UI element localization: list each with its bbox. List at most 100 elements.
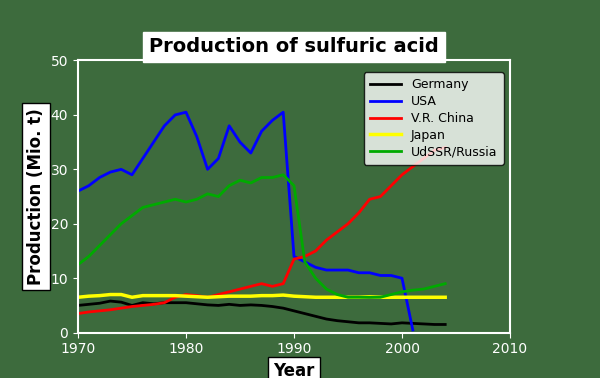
V.R. China	[442, 145, 449, 150]
UdSSR/Russia	[398, 290, 406, 294]
Line: Germany: Germany	[78, 301, 445, 324]
Japan	[118, 292, 125, 297]
Germany	[323, 317, 330, 321]
V.R. China	[161, 301, 168, 305]
Japan	[247, 294, 254, 299]
Japan	[420, 295, 427, 299]
Japan	[85, 294, 92, 299]
V.R. China	[258, 281, 265, 286]
Germany	[172, 301, 179, 305]
Japan	[204, 295, 211, 299]
UdSSR/Russia	[247, 181, 254, 185]
USA	[107, 170, 114, 174]
V.R. China	[398, 172, 406, 177]
USA	[96, 175, 103, 180]
Germany	[442, 322, 449, 327]
UdSSR/Russia	[172, 197, 179, 201]
UdSSR/Russia	[269, 175, 276, 180]
V.R. China	[431, 148, 438, 153]
V.R. China	[344, 222, 352, 226]
USA	[290, 254, 298, 259]
UdSSR/Russia	[258, 175, 265, 180]
Germany	[388, 322, 395, 326]
V.R. China	[118, 306, 125, 310]
Germany	[269, 304, 276, 309]
USA	[398, 276, 406, 280]
USA	[377, 273, 384, 278]
V.R. China	[280, 281, 287, 286]
Germany	[301, 311, 308, 316]
Japan	[226, 294, 233, 299]
Japan	[290, 294, 298, 299]
V.R. China	[269, 284, 276, 289]
V.R. China	[215, 292, 222, 297]
Germany	[96, 301, 103, 305]
Japan	[215, 294, 222, 299]
USA	[355, 271, 362, 275]
V.R. China	[182, 292, 190, 297]
Germany	[247, 303, 254, 307]
Japan	[150, 293, 157, 298]
UdSSR/Russia	[290, 183, 298, 188]
UdSSR/Russia	[204, 192, 211, 196]
Germany	[215, 303, 222, 308]
USA	[139, 156, 146, 161]
Line: Japan: Japan	[78, 294, 445, 297]
Japan	[258, 293, 265, 298]
Legend: Germany, USA, V.R. China, Japan, UdSSR/Russia: Germany, USA, V.R. China, Japan, UdSSR/R…	[364, 72, 504, 165]
USA	[182, 110, 190, 115]
Japan	[182, 294, 190, 299]
V.R. China	[85, 310, 92, 314]
UdSSR/Russia	[139, 205, 146, 210]
V.R. China	[388, 183, 395, 188]
UdSSR/Russia	[161, 200, 168, 204]
Germany	[420, 322, 427, 326]
Japan	[107, 292, 114, 297]
Germany	[204, 303, 211, 307]
Japan	[355, 295, 362, 299]
Title: Production of sulfuric acid: Production of sulfuric acid	[149, 37, 439, 56]
UdSSR/Russia	[312, 276, 319, 280]
UdSSR/Russia	[420, 287, 427, 291]
UdSSR/Russia	[118, 222, 125, 226]
USA	[193, 135, 200, 139]
Japan	[74, 295, 82, 299]
V.R. China	[226, 290, 233, 294]
V.R. China	[290, 257, 298, 262]
USA	[150, 140, 157, 144]
USA	[128, 172, 136, 177]
V.R. China	[420, 156, 427, 161]
V.R. China	[172, 295, 179, 299]
Japan	[280, 293, 287, 297]
Germany	[258, 303, 265, 308]
USA	[334, 268, 341, 272]
Germany	[334, 318, 341, 323]
UdSSR/Russia	[96, 243, 103, 248]
Germany	[85, 302, 92, 307]
Germany	[366, 321, 373, 325]
UdSSR/Russia	[236, 178, 244, 183]
USA	[161, 124, 168, 128]
USA	[409, 328, 416, 332]
V.R. China	[107, 308, 114, 312]
V.R. China	[150, 302, 157, 307]
Japan	[323, 295, 330, 299]
USA	[269, 118, 276, 122]
Germany	[226, 302, 233, 307]
Germany	[182, 301, 190, 305]
USA	[172, 113, 179, 117]
Germany	[150, 302, 157, 306]
Germany	[377, 321, 384, 326]
V.R. China	[128, 304, 136, 309]
Germany	[236, 303, 244, 308]
Japan	[334, 295, 341, 299]
UdSSR/Russia	[182, 200, 190, 204]
Y-axis label: Production (Mio. t): Production (Mio. t)	[27, 108, 45, 285]
USA	[118, 167, 125, 172]
Japan	[377, 295, 384, 299]
Japan	[442, 295, 449, 299]
Japan	[128, 295, 136, 299]
USA	[247, 151, 254, 155]
V.R. China	[334, 230, 341, 234]
UdSSR/Russia	[280, 172, 287, 177]
